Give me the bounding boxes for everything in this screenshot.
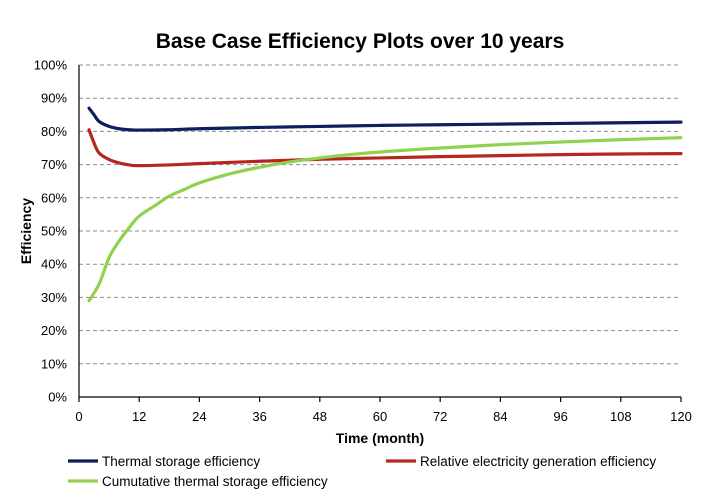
x-tick-label: 84 [493, 409, 507, 424]
x-tick-label: 72 [433, 409, 447, 424]
x-tick-label: 0 [75, 409, 82, 424]
x-tick-label: 36 [252, 409, 266, 424]
y-tick-label: 60% [41, 190, 67, 205]
x-tick-label: 24 [192, 409, 206, 424]
x-tick-label: 108 [610, 409, 632, 424]
y-tick-label: 80% [41, 124, 67, 139]
legend-label: Cumutative thermal storage efficiency [102, 474, 328, 489]
y-tick-label: 30% [41, 290, 67, 305]
series-line-relative-electricity [87, 128, 683, 168]
x-tick-label: 12 [132, 409, 146, 424]
y-tick-label: 50% [41, 224, 67, 239]
legend: Thermal storage efficiency Relative elect… [68, 454, 656, 489]
y-tick-label: 10% [41, 356, 67, 371]
axes [78, 65, 682, 402]
chart-title: Base Case Efficiency Plots over 10 years [156, 30, 565, 53]
x-tick-label: 60 [373, 409, 387, 424]
x-tick-label: 48 [313, 409, 327, 424]
y-tick-label: 70% [41, 157, 67, 172]
y-tick-label: 20% [41, 323, 67, 338]
series-lines [87, 106, 683, 303]
y-tick-label: 0% [48, 390, 67, 405]
x-tick-label: 96 [553, 409, 567, 424]
y-tick-label: 90% [41, 91, 67, 106]
x-axis-label: Time (month) [336, 430, 424, 446]
series-line-thermal-storage [87, 106, 683, 132]
y-tick-label: 40% [41, 257, 67, 272]
x-tick-label: 120 [670, 409, 692, 424]
gridlines [79, 64, 681, 365]
y-tick-label: 100% [34, 58, 68, 73]
series-line-cumulative-thermal [87, 136, 683, 303]
y-axis-label: Efficiency [18, 198, 34, 264]
legend-label: Thermal storage efficiency [102, 454, 260, 469]
tick-labels: 0% 10% 20% 30% 40% 50% 60% 70% 80% 90% 100% 0 12 24 36… [34, 58, 692, 425]
legend-label: Relative electricity generation efficien… [420, 454, 656, 469]
